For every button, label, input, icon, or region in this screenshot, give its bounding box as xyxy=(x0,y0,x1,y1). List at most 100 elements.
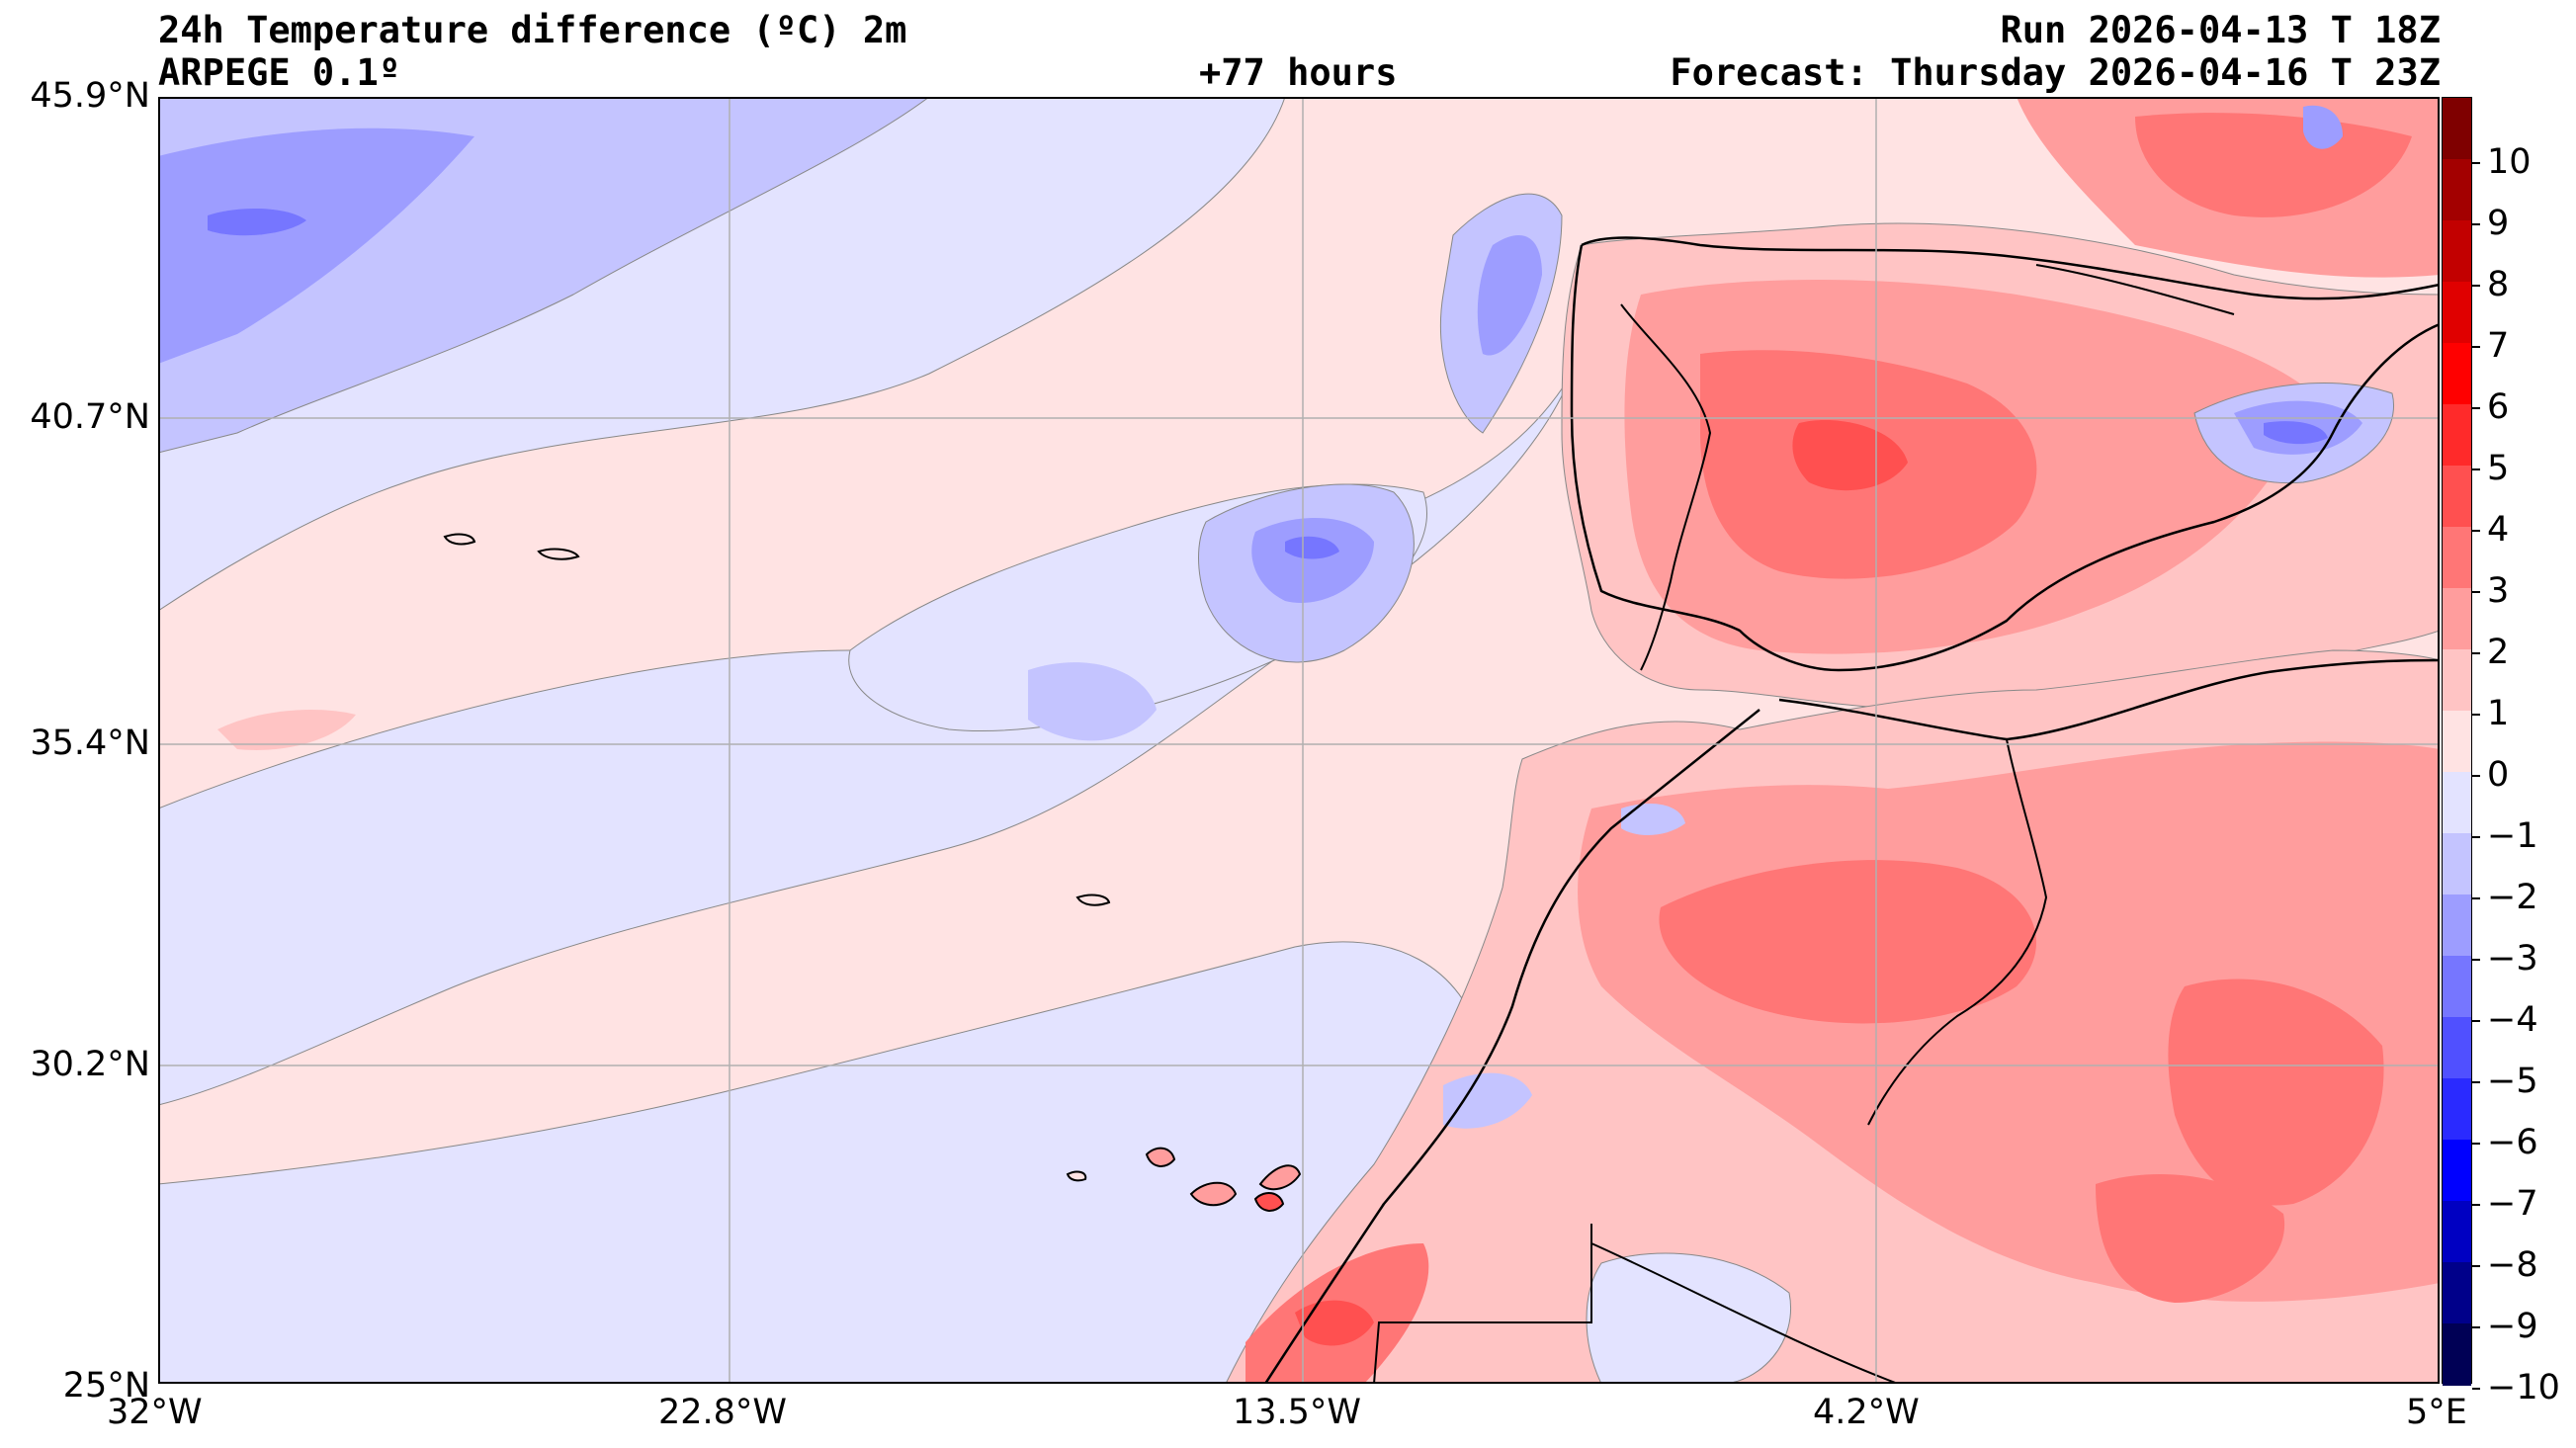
colorbar-label: −9 xyxy=(2487,1306,2538,1346)
colorbar-segment xyxy=(2443,833,2471,895)
colorbar-segment xyxy=(2443,588,2471,650)
island xyxy=(1258,1164,1302,1191)
lon-label: 5°E xyxy=(2406,1393,2467,1432)
colorbar-tick xyxy=(2472,774,2480,777)
lon-label: 4.2°W xyxy=(1813,1393,1920,1432)
border-morocco-algeria xyxy=(1867,738,2048,1126)
cool-patch-central-deep xyxy=(1251,518,1374,603)
colorbar-tick xyxy=(2472,1142,2480,1145)
colorbar-tick xyxy=(2472,1203,2480,1206)
lon-label: 22.8°W xyxy=(658,1393,788,1432)
coastline-iberia xyxy=(1570,236,2440,672)
colorbar-tick xyxy=(2472,1080,2480,1083)
colorbar-label: 4 xyxy=(2487,509,2510,550)
colorbar-label: 6 xyxy=(2487,386,2510,427)
colorbar-tick xyxy=(2472,1019,2480,1022)
map-grid xyxy=(158,97,2440,1384)
colorbar-tick xyxy=(2472,161,2480,164)
cool-region-southwest xyxy=(158,373,1573,1106)
colorbar-tick xyxy=(2472,896,2480,899)
border-spain-portugal xyxy=(1620,303,1712,671)
map-title: 24h Temperature difference (ºC) 2m xyxy=(158,9,907,51)
colorbar-tick xyxy=(2472,651,2480,654)
colorbar-label: 0 xyxy=(2487,754,2510,795)
colorbar-label: 8 xyxy=(2487,264,2510,304)
cool-patch-mediterranean-core xyxy=(2264,421,2328,445)
colorbar-tick xyxy=(2472,529,2480,532)
colorbar-segment xyxy=(2443,1140,2471,1202)
colorbar-segment xyxy=(2443,1078,2471,1141)
colorbar-label: −4 xyxy=(2487,999,2538,1040)
colorbar-segment xyxy=(2443,894,2471,957)
colorbar-segment xyxy=(2443,282,2471,344)
island xyxy=(443,533,476,546)
colorbar-tick xyxy=(2472,468,2480,470)
colorbar-label: −10 xyxy=(2487,1367,2560,1407)
warm-region-coast-spot xyxy=(1295,1300,1374,1346)
cool-patch-africa xyxy=(1586,1252,1791,1384)
colorbar-label: −3 xyxy=(2487,938,2538,979)
colorbar-tick xyxy=(2472,406,2480,409)
cool-patch-southwest-ocean xyxy=(1028,662,1157,741)
model-label: ARPEGE 0.1º xyxy=(158,51,401,94)
colorbar-tick xyxy=(2472,1387,2480,1390)
run-label: Run 2026-04-13 T 18Z xyxy=(2000,9,2441,51)
colorbar-label: 7 xyxy=(2487,325,2510,366)
cool-patch-northwest-core xyxy=(208,209,306,236)
colorbar-label: −7 xyxy=(2487,1183,2538,1224)
colorbar-label: 3 xyxy=(2487,570,2510,611)
lat-label: 45.9°N xyxy=(30,76,150,116)
colorbar-tick xyxy=(2472,713,2480,716)
colorbar-segment xyxy=(2443,956,2471,1018)
cool-patch-africa-coast xyxy=(1443,1072,1532,1129)
warm-patch-ocean xyxy=(217,710,356,750)
warm-region-africa-east xyxy=(2168,979,2384,1206)
lat-label: 30.2°N xyxy=(30,1045,150,1084)
island xyxy=(537,548,580,560)
colorbar-tick xyxy=(2472,222,2480,225)
border-pyrenees xyxy=(2035,264,2235,315)
colorbar-label: −5 xyxy=(2487,1061,2538,1101)
colorbar-segment xyxy=(2443,527,2471,589)
colorbar-label: 10 xyxy=(2487,141,2532,182)
island xyxy=(1145,1147,1176,1167)
colorbar-label: 9 xyxy=(2487,203,2510,243)
colorbar-segment xyxy=(2443,649,2471,712)
colorbar-label: −8 xyxy=(2487,1244,2538,1285)
colorbar-segment xyxy=(2443,772,2471,834)
colorbar-label: −1 xyxy=(2487,815,2538,856)
colorbar-label: 1 xyxy=(2487,693,2510,733)
colorbar-segment xyxy=(2443,343,2471,405)
colorbar-label: −2 xyxy=(2487,877,2538,917)
colorbar-segment xyxy=(2443,404,2471,467)
colorbar-tick xyxy=(2472,345,2480,348)
colorbar-segment xyxy=(2443,1017,2471,1079)
cool-patch-off-portugal-deep xyxy=(1477,235,1542,356)
colorbar-tick xyxy=(2472,590,2480,593)
lat-label: 35.4°N xyxy=(30,724,150,763)
island xyxy=(1066,1170,1087,1182)
lon-label: 13.5°W xyxy=(1233,1393,1362,1432)
map-frame xyxy=(158,97,2440,1384)
colorbar-segment xyxy=(2443,466,2471,528)
island xyxy=(1075,894,1111,906)
cool-patch-central-core xyxy=(1285,536,1339,559)
colorbar-segment xyxy=(2443,98,2471,160)
colorbar-segment xyxy=(2443,1262,2471,1324)
colorbar-tick xyxy=(2472,284,2480,287)
coastline-africa xyxy=(1263,658,2440,1384)
warm-region-africa-core xyxy=(1659,860,2036,1024)
colorbar-tick xyxy=(2472,1264,2480,1267)
colorbar-tick xyxy=(2472,958,2480,961)
warm-region-iberia-spot xyxy=(1792,419,1908,491)
lat-label: 40.7°N xyxy=(30,397,150,437)
colorbar-segment xyxy=(2443,220,2471,283)
cool-patch-north-east xyxy=(2303,105,2343,149)
island xyxy=(1253,1192,1285,1212)
colorbar-label: −6 xyxy=(2487,1122,2538,1162)
lon-label: 32°W xyxy=(107,1393,203,1432)
cool-patch-strait xyxy=(1621,804,1685,835)
warm-region-north-core xyxy=(2135,113,2412,217)
temperature-map xyxy=(158,97,2440,1384)
island xyxy=(1189,1181,1238,1207)
